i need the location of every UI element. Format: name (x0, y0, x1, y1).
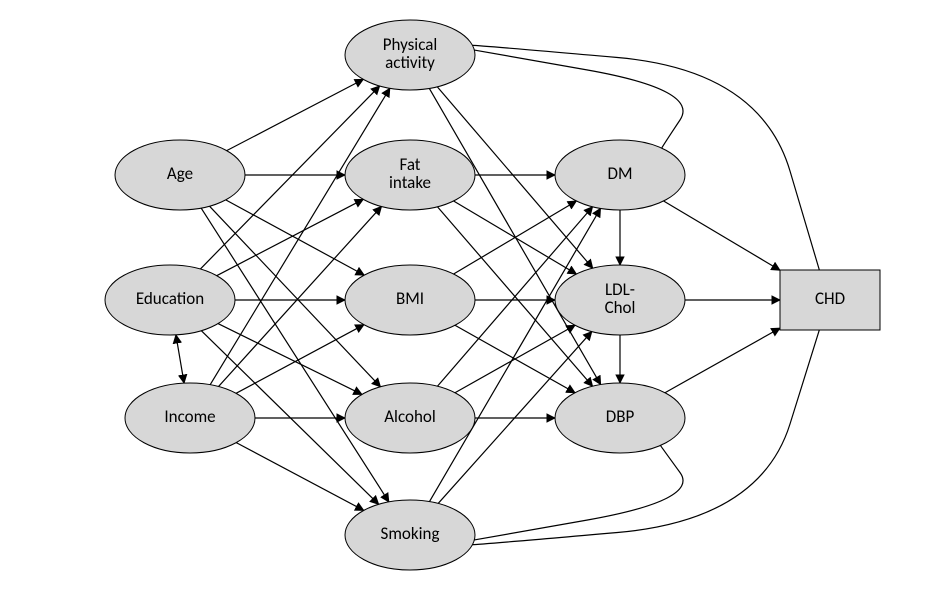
node-chd-label: CHD (815, 288, 845, 309)
edge-education-alcohol (218, 324, 362, 395)
edge-age-smoking (201, 208, 389, 502)
edge-dbp-chd (665, 328, 780, 393)
node-fat: Fatintake (345, 140, 475, 210)
node-ldl-label: Chol (605, 297, 636, 318)
edge-physical-dm (474, 50, 683, 149)
node-income-label: Income (164, 406, 215, 427)
edge-smoking-dm (429, 208, 600, 501)
edge-dm-chd (664, 201, 780, 270)
node-income: Income (125, 383, 255, 453)
node-alcohol-label: Alcohol (384, 406, 436, 427)
node-ldl: LDL-Chol (555, 265, 685, 335)
node-bmi: BMI (345, 265, 475, 335)
edge-income-physical (210, 88, 390, 384)
node-chd: CHD (780, 270, 880, 330)
edge-age-bmi (226, 200, 365, 275)
edge-income-bmi (236, 325, 364, 394)
node-age: Age (115, 140, 245, 210)
node-education-label: Education (136, 288, 204, 309)
node-dbp-label: DBP (606, 406, 635, 427)
node-dbp: DBP (555, 383, 685, 453)
nodes-layer: Physicalactivity Age Fatintake DM Education B… (105, 20, 880, 570)
edge-income-smoking (236, 443, 364, 511)
node-fat-label: intake (389, 172, 431, 193)
node-dm-label: DM (608, 163, 633, 184)
edge-smoking-dbp (474, 445, 683, 540)
edge-education-income (176, 335, 184, 383)
node-age-label: Age (167, 163, 193, 184)
node-bmi-label: BMI (396, 288, 424, 309)
edge-physical-dbp (429, 88, 600, 384)
node-education: Education (105, 265, 235, 335)
node-alcohol: Alcohol (345, 383, 475, 453)
node-physical: Physicalactivity (345, 20, 475, 90)
node-smoking-label: Smoking (381, 523, 440, 544)
node-physical-label: activity (385, 52, 435, 73)
causal-diagram: Physicalactivity Age Fatintake DM Education B… (0, 0, 949, 595)
edges-layer (176, 45, 820, 544)
node-smoking: Smoking (345, 500, 475, 570)
edge-age-physical (227, 79, 364, 150)
node-dm: DM (555, 140, 685, 210)
